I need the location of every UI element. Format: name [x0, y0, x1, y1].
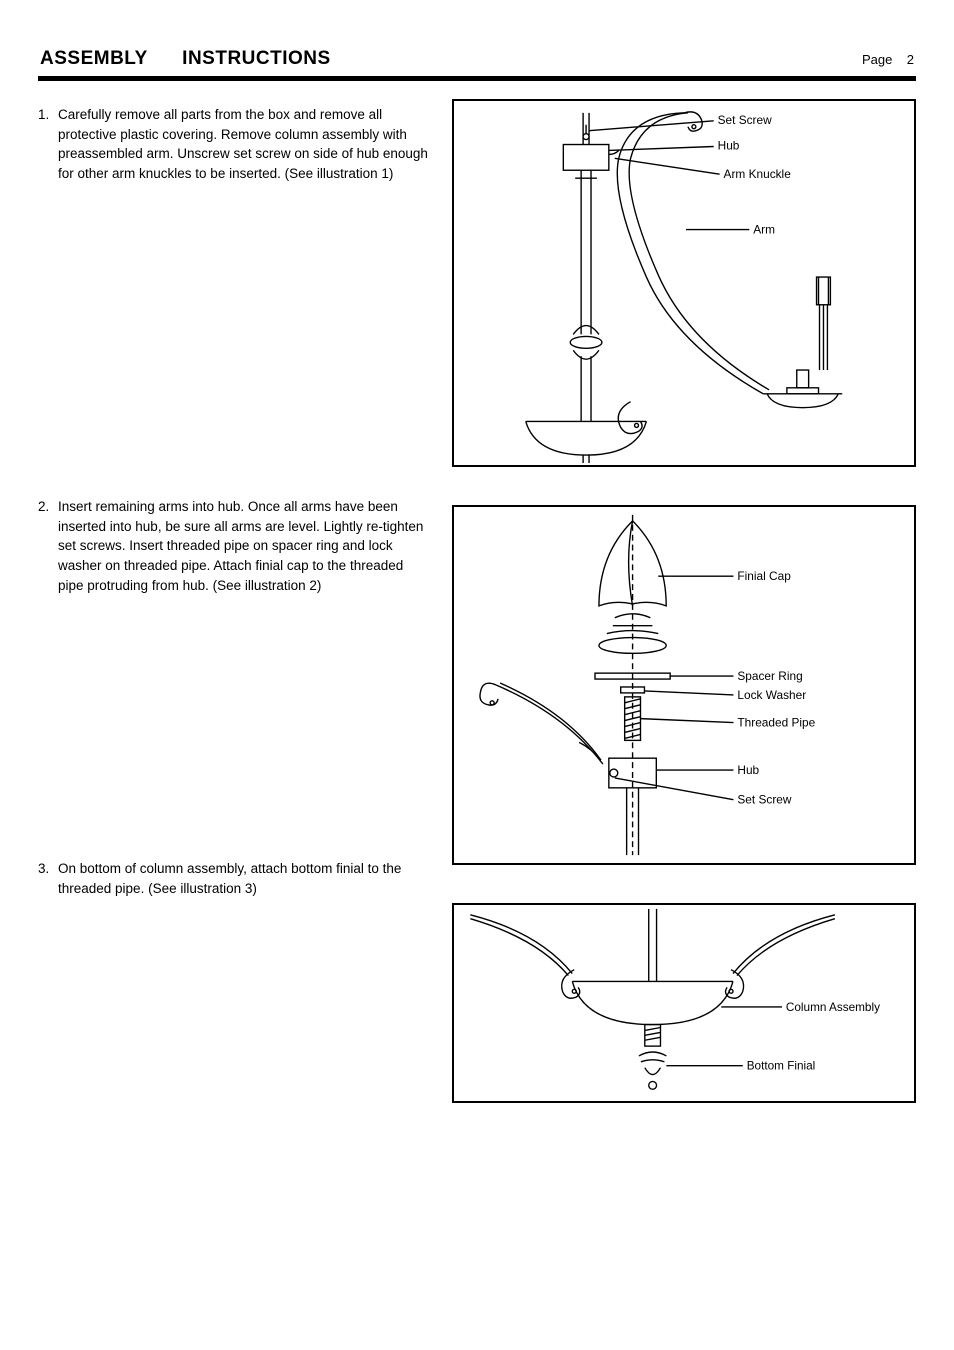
figure-1: Set Screw Hub Arm Knuckle Arm: [452, 99, 916, 467]
step-text: Insert remaining arms into hub. Once all…: [38, 497, 428, 595]
spacer: [38, 207, 428, 497]
label-threaded-pipe: Threaded Pipe: [737, 716, 815, 730]
figure-2: Finial Cap Spacer Ring Lock Washer Threa…: [452, 505, 916, 865]
step-number: 2.: [38, 497, 56, 517]
header-row: ASSEMBLY INSTRUCTIONS Page 2: [38, 48, 916, 74]
page-label: Page: [862, 52, 892, 67]
label-bottom-finial: Bottom Finial: [747, 1060, 816, 1073]
figure-2-svg: Finial Cap Spacer Ring Lock Washer Threa…: [454, 507, 914, 863]
step-1: 1. Carefully remove all parts from the b…: [38, 105, 428, 183]
label-set-screw: Set Screw: [718, 113, 772, 127]
label-arm-knuckle: Arm Knuckle: [724, 167, 792, 181]
label-hub: Hub: [737, 763, 759, 777]
label-spacer-ring: Spacer Ring: [737, 669, 802, 683]
step-2: 2. Insert remaining arms into hub. Once …: [38, 497, 428, 595]
step-3: 3. On bottom of column assembly, attach …: [38, 859, 428, 898]
label-set-screw: Set Screw: [737, 793, 791, 807]
step-text: On bottom of column assembly, attach bot…: [38, 859, 428, 898]
label-finial-cap: Finial Cap: [737, 569, 791, 583]
figure-3: Column Assembly Bottom Finial: [452, 903, 916, 1103]
spacer: [38, 619, 428, 859]
header-rule: [38, 76, 916, 81]
step-number: 3.: [38, 859, 56, 879]
right-column: Set Screw Hub Arm Knuckle Arm: [452, 99, 916, 1141]
page: ASSEMBLY INSTRUCTIONS Page 2 1. Carefull…: [0, 0, 954, 1350]
title-b: INSTRUCTIONS: [182, 48, 331, 69]
title-a: ASSEMBLY: [40, 48, 147, 69]
step-text: Carefully remove all parts from the box …: [38, 105, 428, 183]
content: 1. Carefully remove all parts from the b…: [38, 99, 916, 1141]
left-column: 1. Carefully remove all parts from the b…: [38, 99, 428, 1141]
figure-3-svg: Column Assembly Bottom Finial: [454, 905, 914, 1101]
figure-1-svg: Set Screw Hub Arm Knuckle Arm: [454, 101, 914, 465]
step-number: 1.: [38, 105, 56, 125]
label-arm: Arm: [753, 223, 775, 237]
page-num: 2: [907, 52, 914, 67]
label-hub: Hub: [718, 138, 740, 152]
label-lock-washer: Lock Washer: [737, 688, 806, 702]
page-title: ASSEMBLY INSTRUCTIONS: [40, 48, 331, 70]
page-number: Page 2: [862, 52, 914, 67]
label-column-assembly: Column Assembly: [786, 1001, 880, 1014]
